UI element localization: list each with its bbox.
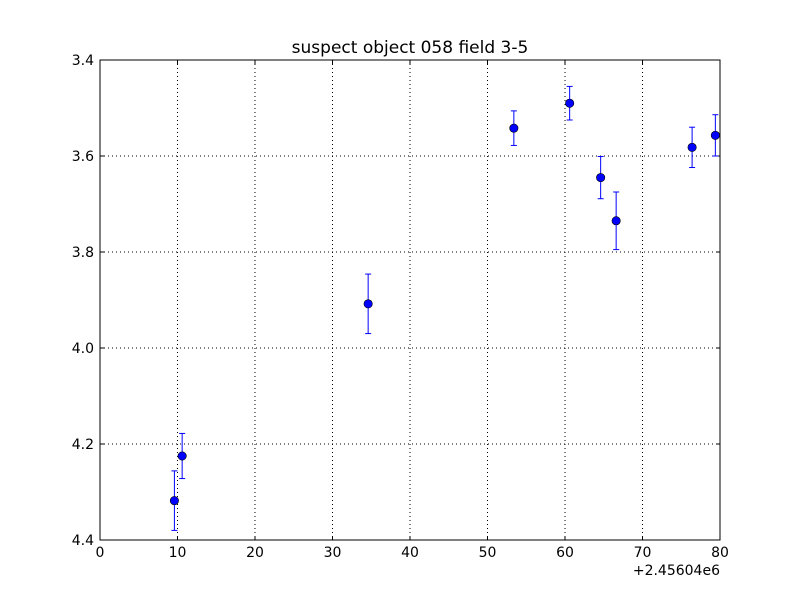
data-point — [710, 130, 720, 140]
x-tick-label: 60 — [556, 545, 574, 561]
x-tick-label: 10 — [169, 545, 187, 561]
y-tick-label: 3.4 — [72, 53, 94, 69]
data-point — [596, 173, 606, 183]
data-point — [565, 98, 575, 108]
y-tick-label: 3.8 — [72, 245, 94, 261]
x-tick-label: 70 — [634, 545, 652, 561]
x-tick-label: 50 — [479, 545, 497, 561]
plot-frame — [99, 59, 721, 541]
x-tick-label: 40 — [401, 545, 419, 561]
y-tick-label: 4.0 — [72, 341, 94, 357]
data-point — [363, 299, 373, 309]
x-tick-label: 30 — [324, 545, 342, 561]
x-tick-label: 20 — [246, 545, 264, 561]
y-tick-label: 3.6 — [72, 149, 94, 165]
data-point — [169, 496, 179, 506]
data-point — [611, 216, 621, 226]
y-tick-label: 4.4 — [72, 533, 94, 549]
data-point — [177, 451, 187, 461]
x-offset-label: +2.45604e6 — [633, 563, 720, 579]
x-tick-label: 0 — [96, 545, 105, 561]
data-point — [509, 123, 519, 133]
y-tick-label: 4.2 — [72, 437, 94, 453]
x-tick-label: 80 — [711, 545, 729, 561]
chart-title: suspect object 058 field 3-5 — [292, 38, 529, 58]
data-marks — [169, 85, 720, 531]
grid — [100, 60, 720, 540]
axis-ticks: 0 10 20 30 40 50 60 70 80 3.4 3.6 3.8 4.0 4.2 4.4 — [72, 53, 729, 561]
data-point — [687, 142, 697, 152]
